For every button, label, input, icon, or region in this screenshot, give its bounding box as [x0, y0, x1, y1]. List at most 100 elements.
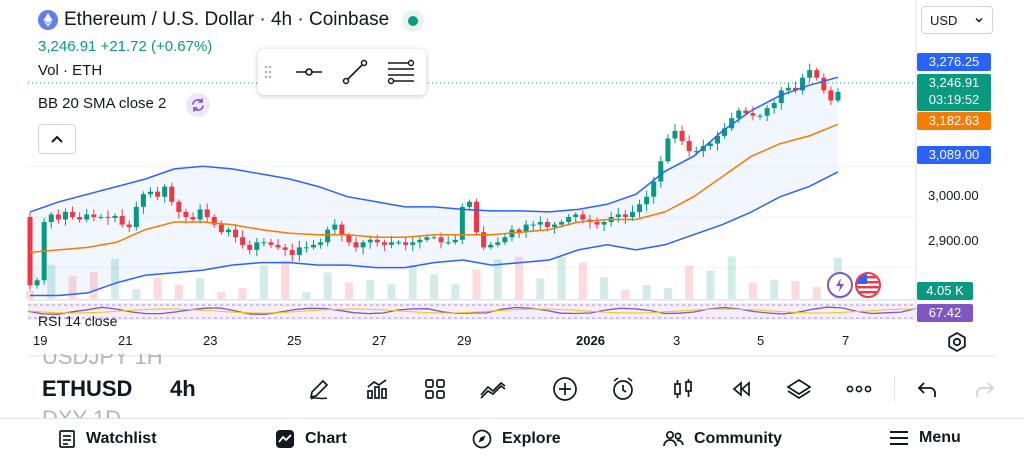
candle-body	[764, 108, 770, 116]
nav-explore[interactable]: Explore	[472, 429, 561, 449]
candles-icon[interactable]	[666, 372, 700, 406]
nav-chart[interactable]: Chart	[275, 429, 347, 449]
rsi-label-text: RSI 14 close	[38, 313, 118, 329]
date-axis-label: 19	[33, 333, 48, 348]
candle-body	[233, 229, 239, 238]
us-flag-icon[interactable]	[855, 272, 881, 298]
horizontal-line-tool-icon[interactable]	[294, 57, 324, 87]
chevron-up-icon	[51, 135, 63, 143]
currency-select[interactable]: USD	[921, 6, 993, 34]
volume-bar	[238, 288, 247, 299]
candle-body	[34, 280, 40, 286]
candle-body	[105, 216, 111, 218]
volume-tag: 4.05 K	[917, 282, 973, 300]
last-price-tag: 3,246.91 03:19:52	[917, 74, 991, 111]
picker-row-above[interactable]: USDJPY 1H	[42, 354, 163, 369]
volume-bar	[600, 277, 609, 299]
hamburger-menu-icon	[890, 431, 908, 445]
candle-body	[750, 113, 756, 116]
last-price-value: 3,246.91	[928, 75, 980, 90]
date-axis-label: 29	[457, 333, 472, 348]
symbol-title[interactable]: Ethereum / U.S. Dollar · 4h · Coinbase	[64, 9, 390, 30]
candle-body	[523, 224, 529, 233]
candle-body	[240, 237, 246, 245]
rsi-pane-bg	[28, 303, 916, 320]
candle-body	[62, 211, 68, 220]
volume-bar	[132, 289, 141, 299]
candle-body	[743, 110, 749, 114]
candle-body	[637, 204, 643, 212]
volume-bar	[578, 262, 587, 299]
volume-bar	[748, 282, 757, 299]
candle-body	[594, 222, 600, 225]
candle-body	[91, 214, 97, 217]
volume-bar	[557, 257, 566, 299]
date-axis-label: 21	[118, 333, 133, 348]
price-axis-label: 2,900.00	[928, 233, 979, 248]
candle-body	[566, 216, 572, 223]
picker-row-selected[interactable]: ETHUSD 4h	[42, 376, 262, 402]
indicators-icon[interactable]	[360, 372, 394, 406]
volume-bar	[408, 265, 417, 299]
sync-icon[interactable]	[186, 93, 210, 117]
layers-icon[interactable]	[782, 372, 816, 406]
nav-watchlist-label: Watchlist	[86, 430, 157, 447]
bb-indicator-label[interactable]: BB 20 SMA close 2	[38, 95, 167, 112]
candle-body	[55, 214, 61, 220]
replay-icon[interactable]	[724, 372, 758, 406]
candle-body	[339, 224, 345, 235]
fib-tool-icon[interactable]	[386, 57, 416, 87]
symbol-interval-picker[interactable]: USDJPY 1H ETHUSD 4h DXY 1D	[42, 354, 262, 418]
candle-body	[318, 242, 324, 245]
collapse-legend-button[interactable]	[38, 124, 76, 154]
layout-grid-icon[interactable]	[418, 372, 452, 406]
bottom-navigation: Watchlist Chart Explore Community Menu	[0, 418, 1024, 461]
ethereum-logo-icon	[38, 10, 58, 30]
market-open-indicator[interactable]	[402, 10, 424, 32]
candle-body	[488, 244, 494, 248]
undo-icon[interactable]	[910, 372, 944, 406]
pencil-icon[interactable]	[302, 372, 336, 406]
volume-bar	[663, 287, 672, 299]
flash-icon[interactable]	[827, 272, 853, 298]
volume-bar	[68, 275, 77, 299]
picker-row-below[interactable]: DXY 1D	[42, 406, 262, 418]
date-axis-label: 25	[287, 333, 302, 348]
chart-settings-icon[interactable]	[946, 331, 968, 353]
nav-menu[interactable]: Menu	[889, 429, 961, 447]
drawing-toolbar[interactable]	[258, 49, 426, 95]
volume-bar	[791, 280, 800, 299]
volume-bar	[812, 286, 821, 299]
candle-body	[303, 247, 309, 249]
sma-line	[29, 123, 839, 254]
redo-icon[interactable]	[968, 372, 1002, 406]
candle-body	[792, 87, 798, 91]
candle-body	[481, 232, 487, 248]
compass-icon	[472, 429, 492, 449]
date-axis-label: 3	[673, 333, 681, 348]
candle-body	[155, 191, 161, 197]
volume-bar	[387, 284, 396, 299]
candle-body	[835, 91, 841, 101]
bollinger-upper-line	[29, 76, 839, 213]
candle-body	[658, 161, 664, 182]
drag-handle-icon[interactable]	[260, 57, 276, 87]
compare-icon[interactable]	[476, 372, 510, 406]
candle-body	[757, 115, 763, 117]
rsi-indicator-label[interactable]: RSI 14 close	[38, 313, 117, 329]
candle-body	[169, 186, 175, 202]
candle-body	[48, 214, 54, 223]
volume-bar	[281, 260, 290, 299]
add-icon[interactable]	[548, 372, 582, 406]
more-icon[interactable]	[842, 372, 876, 406]
candle-body	[332, 224, 338, 230]
volume-indicator-label[interactable]: Vol · ETH	[38, 62, 103, 79]
date-axis-label: 27	[372, 333, 387, 348]
nav-community[interactable]: Community	[662, 429, 782, 449]
candle-body	[629, 211, 635, 217]
nav-watchlist[interactable]: Watchlist	[58, 429, 157, 449]
volume-bar	[196, 278, 205, 299]
alert-clock-icon[interactable]	[606, 372, 640, 406]
trend-line-tool-icon[interactable]	[340, 57, 370, 87]
